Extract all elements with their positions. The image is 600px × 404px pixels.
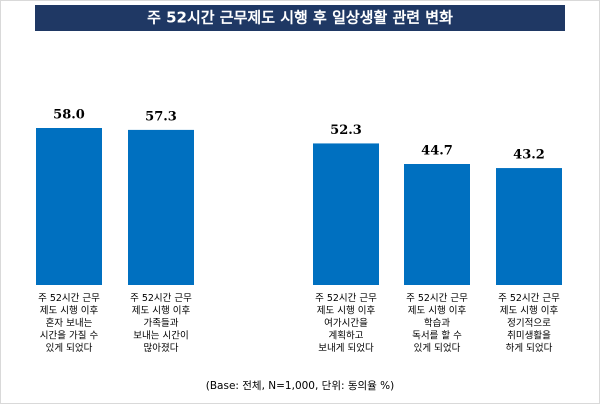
bar <box>313 143 379 285</box>
bar <box>36 128 102 285</box>
note: (Base: 전체, N=1,000, 단위: 동의율 %) <box>206 379 395 392</box>
x-tick-label: 주 52시간 근무 제도 시행 이후 혼자 보내는 시간을 가질 수 있게 되었다 <box>38 293 100 354</box>
x-tick-label: 주 52시간 근무 제도 시행 이후 학습과 독서를 할 수 있게 되었다 <box>406 293 468 354</box>
value-label: 58.0 <box>53 108 85 123</box>
bar <box>404 164 470 285</box>
x-tick-label: 주 52시간 근무 제도 시행 이후 여가시간을 계획하고 보내게 되었다 <box>315 293 377 354</box>
bar <box>496 168 562 285</box>
value-label: 43.2 <box>513 148 545 163</box>
value-label: 44.7 <box>421 144 453 159</box>
x-tick-label: 주 52시간 근무 제도 시행 이후 정기적으로 취미생활을 하게 되었다 <box>498 293 560 354</box>
chart-title: 주 52시간 근무제도 시행 후 일상생활 관련 변화 <box>147 9 453 27</box>
value-label: 52.3 <box>330 123 362 138</box>
x-tick-label: 주 52시간 근무 제도 시행 이후 가족들과 보내는 시간이 많아졌다 <box>130 293 192 354</box>
value-label: 57.3 <box>145 109 177 124</box>
title-banner <box>35 5 565 31</box>
bar <box>128 129 194 285</box>
